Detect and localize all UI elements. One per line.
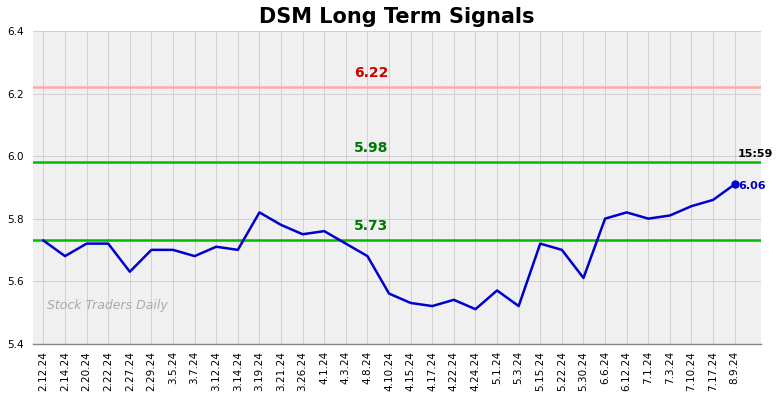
Text: Stock Traders Daily: Stock Traders Daily	[47, 299, 168, 312]
Title: DSM Long Term Signals: DSM Long Term Signals	[259, 7, 535, 27]
Text: 6.06: 6.06	[738, 181, 765, 191]
Text: 5.98: 5.98	[354, 140, 389, 154]
Text: 15:59: 15:59	[738, 149, 773, 159]
Text: 6.22: 6.22	[354, 66, 389, 80]
Text: 5.73: 5.73	[354, 219, 388, 233]
